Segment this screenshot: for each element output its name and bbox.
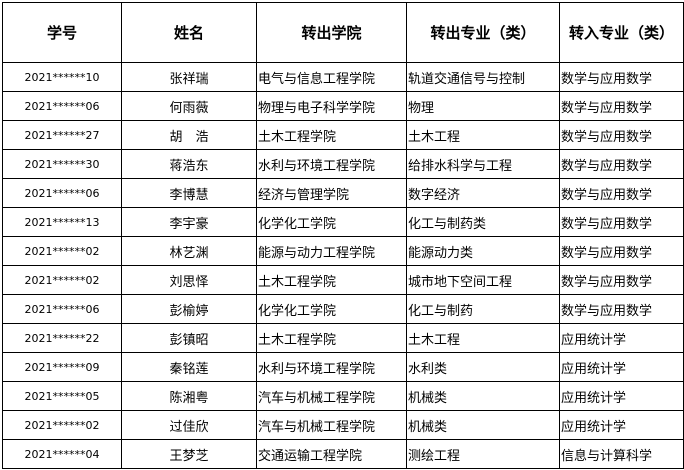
cell-student-name: 彭镇昭 (121, 323, 257, 353)
cell-to-major: 数学与应用数学 (559, 207, 684, 237)
table-row: 2021******22 彭镇昭 土木工程学院 土木工程 应用统计学 (2, 323, 684, 353)
cell-to-major: 数学与应用数学 (559, 236, 684, 266)
table-row: 2021******30 蒋浩东 水利与环境工程学院 给排水科学与工程 数学与应用数学 (2, 149, 684, 179)
cell-from-college: 土木工程学院 (256, 120, 407, 150)
cell-to-major: 应用统计学 (559, 352, 684, 382)
cell-from-major: 测绘工程 (406, 439, 560, 469)
cell-from-major: 土木工程 (406, 323, 560, 353)
header-student-id: 学号 (2, 2, 122, 63)
cell-student-id: 2021******04 (2, 439, 122, 469)
cell-student-id: 2021******22 (2, 323, 122, 353)
cell-student-name: 胡 浩 (121, 120, 257, 150)
table-row: 2021******02 过佳欣 汽车与机械工程学院 机械类 应用统计学 (2, 410, 684, 440)
cell-from-major: 城市地下空间工程 (406, 265, 560, 295)
table-row: 2021******02 林艺渊 能源与动力工程学院 能源动力类 数学与应用数学 (2, 236, 684, 266)
cell-student-name: 张祥瑞 (121, 62, 257, 92)
cell-from-major: 能源动力类 (406, 236, 560, 266)
cell-student-id: 2021******10 (2, 62, 122, 92)
table-row: 2021******04 王梦芝 交通运输工程学院 测绘工程 信息与计算科学 (2, 439, 684, 469)
cell-student-name: 何雨薇 (121, 91, 257, 121)
cell-to-major: 数学与应用数学 (559, 120, 684, 150)
cell-from-college: 化学化工学院 (256, 294, 407, 324)
table-row: 2021******27 胡 浩土木工程学院 土木工程 数学与应用数学 (2, 120, 684, 150)
cell-from-major: 水利类 (406, 352, 560, 382)
cell-from-college: 水利与环境工程学院 (256, 352, 407, 382)
cell-student-id: 2021******06 (2, 294, 122, 324)
table-row: 2021******13 李宇豪 化学化工学院 化工与制药类 数学与应用数学 (2, 207, 684, 237)
table-row: 2021******09 秦铭莲 水利与环境工程学院 水利类 应用统计学 (2, 352, 684, 382)
cell-student-name: 陈湘粤 (121, 381, 257, 411)
cell-from-college: 汽车与机械工程学院 (256, 381, 407, 411)
table-row: 2021******05 陈湘粤 汽车与机械工程学院 机械类 应用统计学 (2, 381, 684, 411)
cell-from-college: 土木工程学院 (256, 265, 407, 295)
cell-from-major: 化工与制药类 (406, 207, 560, 237)
table-row: 2021******02 刘思怿 土木工程学院 城市地下空间工程 数学与应用数学 (2, 265, 684, 295)
cell-from-college: 物理与电子科学学院 (256, 91, 407, 121)
cell-student-id: 2021******27 (2, 120, 122, 150)
cell-from-major: 轨道交通信号与控制 (406, 62, 560, 92)
cell-student-id: 2021******30 (2, 149, 122, 179)
header-row: 学号 姓名 转出学院 转出专业（类） 转入专业（类） (2, 2, 684, 63)
cell-student-id: 2021******02 (2, 265, 122, 295)
header-from-college: 转出学院 (256, 2, 407, 63)
cell-from-major: 数字经济 (406, 178, 560, 208)
cell-from-major: 土木工程 (406, 120, 560, 150)
cell-from-college: 化学化工学院 (256, 207, 407, 237)
cell-student-name: 过佳欣 (121, 410, 257, 440)
header-name: 姓名 (121, 2, 257, 63)
cell-from-college: 能源与动力工程学院 (256, 236, 407, 266)
cell-to-major: 应用统计学 (559, 381, 684, 411)
cell-from-college: 经济与管理学院 (256, 178, 407, 208)
cell-student-id: 2021******09 (2, 352, 122, 382)
cell-student-name: 蒋浩东 (121, 149, 257, 179)
cell-from-college: 交通运输工程学院 (256, 439, 407, 469)
cell-student-id: 2021******02 (2, 236, 122, 266)
cell-from-college: 土木工程学院 (256, 323, 407, 353)
cell-student-name: 林艺渊 (121, 236, 257, 266)
table-row: 2021******06 何雨薇 物理与电子科学学院 物理 数学与应用数学 (2, 91, 684, 121)
cell-student-name: 李博慧 (121, 178, 257, 208)
cell-from-major: 给排水科学与工程 (406, 149, 560, 179)
cell-student-id: 2021******02 (2, 410, 122, 440)
cell-to-major: 信息与计算科学 (559, 439, 684, 469)
cell-student-name: 刘思怿 (121, 265, 257, 295)
cell-from-major: 机械类 (406, 381, 560, 411)
cell-from-college: 汽车与机械工程学院 (256, 410, 407, 440)
cell-from-major: 物理 (406, 91, 560, 121)
cell-to-major: 应用统计学 (559, 410, 684, 440)
cell-student-name: 王梦芝 (121, 439, 257, 469)
cell-from-major: 机械类 (406, 410, 560, 440)
cell-student-id: 2021******13 (2, 207, 122, 237)
cell-from-major: 化工与制药 (406, 294, 560, 324)
cell-student-name: 秦铭莲 (121, 352, 257, 382)
cell-student-id: 2021******06 (2, 91, 122, 121)
cell-to-major: 数学与应用数学 (559, 265, 684, 295)
table-row: 2021******10 张祥瑞 电气与信息工程学院 轨道交通信号与控制 数学与应用数学 (2, 62, 684, 92)
cell-to-major: 应用统计学 (559, 323, 684, 353)
table-row: 2021******06 彭榆婷 化学化工学院 化工与制药 数学与应用数学 (2, 294, 684, 324)
cell-to-major: 数学与应用数学 (559, 294, 684, 324)
cell-to-major: 数学与应用数学 (559, 91, 684, 121)
cell-student-id: 2021******06 (2, 178, 122, 208)
cell-student-name: 李宇豪 (121, 207, 257, 237)
cell-student-id: 2021******05 (2, 381, 122, 411)
cell-to-major: 数学与应用数学 (559, 149, 684, 179)
table-row: 2021******06 李博慧 经济与管理学院 数字经济 数学与应用数学 (2, 178, 684, 208)
cell-from-college: 电气与信息工程学院 (256, 62, 407, 92)
header-from-major: 转出专业（类） (406, 2, 560, 63)
header-to-major: 转入专业（类） (559, 2, 684, 63)
cell-to-major: 数学与应用数学 (559, 62, 684, 92)
cell-student-name: 彭榆婷 (121, 294, 257, 324)
cell-to-major: 数学与应用数学 (559, 178, 684, 208)
cell-from-college: 水利与环境工程学院 (256, 149, 407, 179)
